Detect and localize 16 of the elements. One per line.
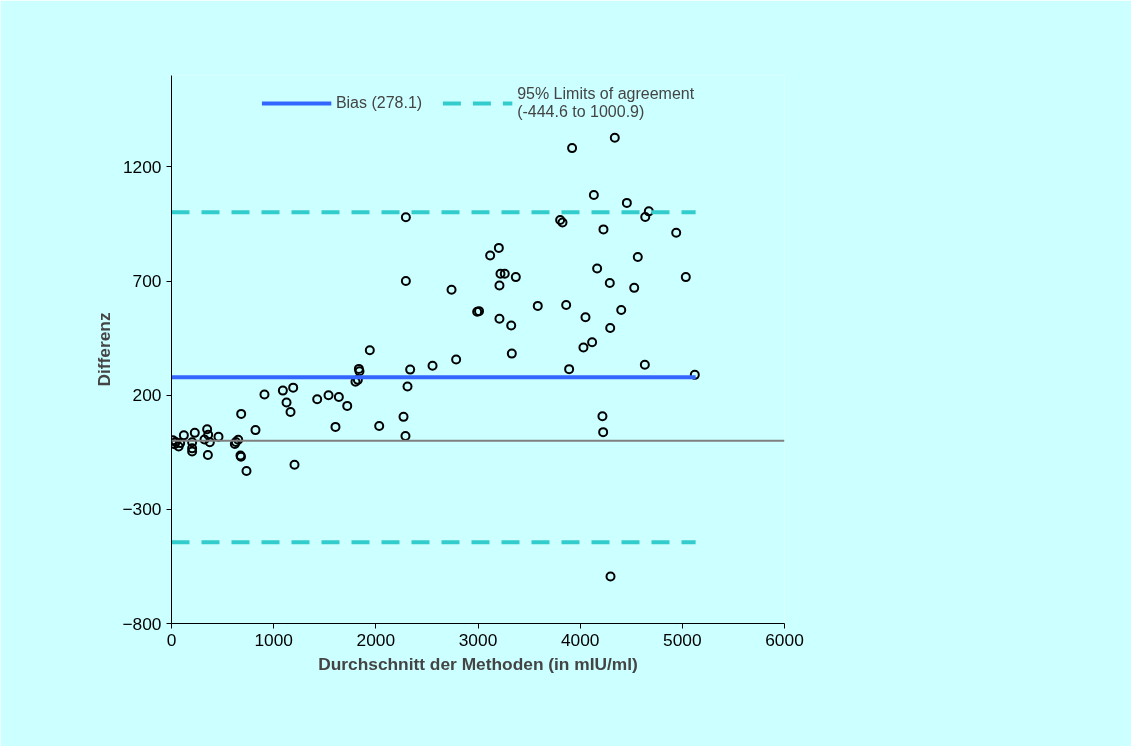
y-tick-label: 200 (132, 385, 162, 406)
x-tick-label: 6000 (765, 629, 804, 650)
x-tick-label: 1000 (254, 629, 293, 650)
y-tick-label: −800 (122, 613, 162, 634)
y-tick-label: 700 (132, 271, 162, 291)
x-axis-title: Durchschnitt der Methoden (in mIU/ml) (318, 653, 638, 674)
y-tick-label: −300 (122, 499, 162, 520)
x-tick-label: 3000 (458, 629, 498, 650)
legend-label: 95% Limits of agreement (-444.6 to 1000.9) (517, 85, 695, 121)
x-tick-label: 4000 (560, 629, 600, 650)
x-tick-label: 2000 (356, 629, 396, 650)
x-tick-label: 5000 (663, 629, 702, 650)
legend-label: Bias (278.1) (335, 94, 423, 112)
y-tick-label: 1200 (122, 156, 162, 177)
y-axis-title: Differenz (94, 312, 115, 387)
x-tick-label: 0 (166, 629, 177, 650)
